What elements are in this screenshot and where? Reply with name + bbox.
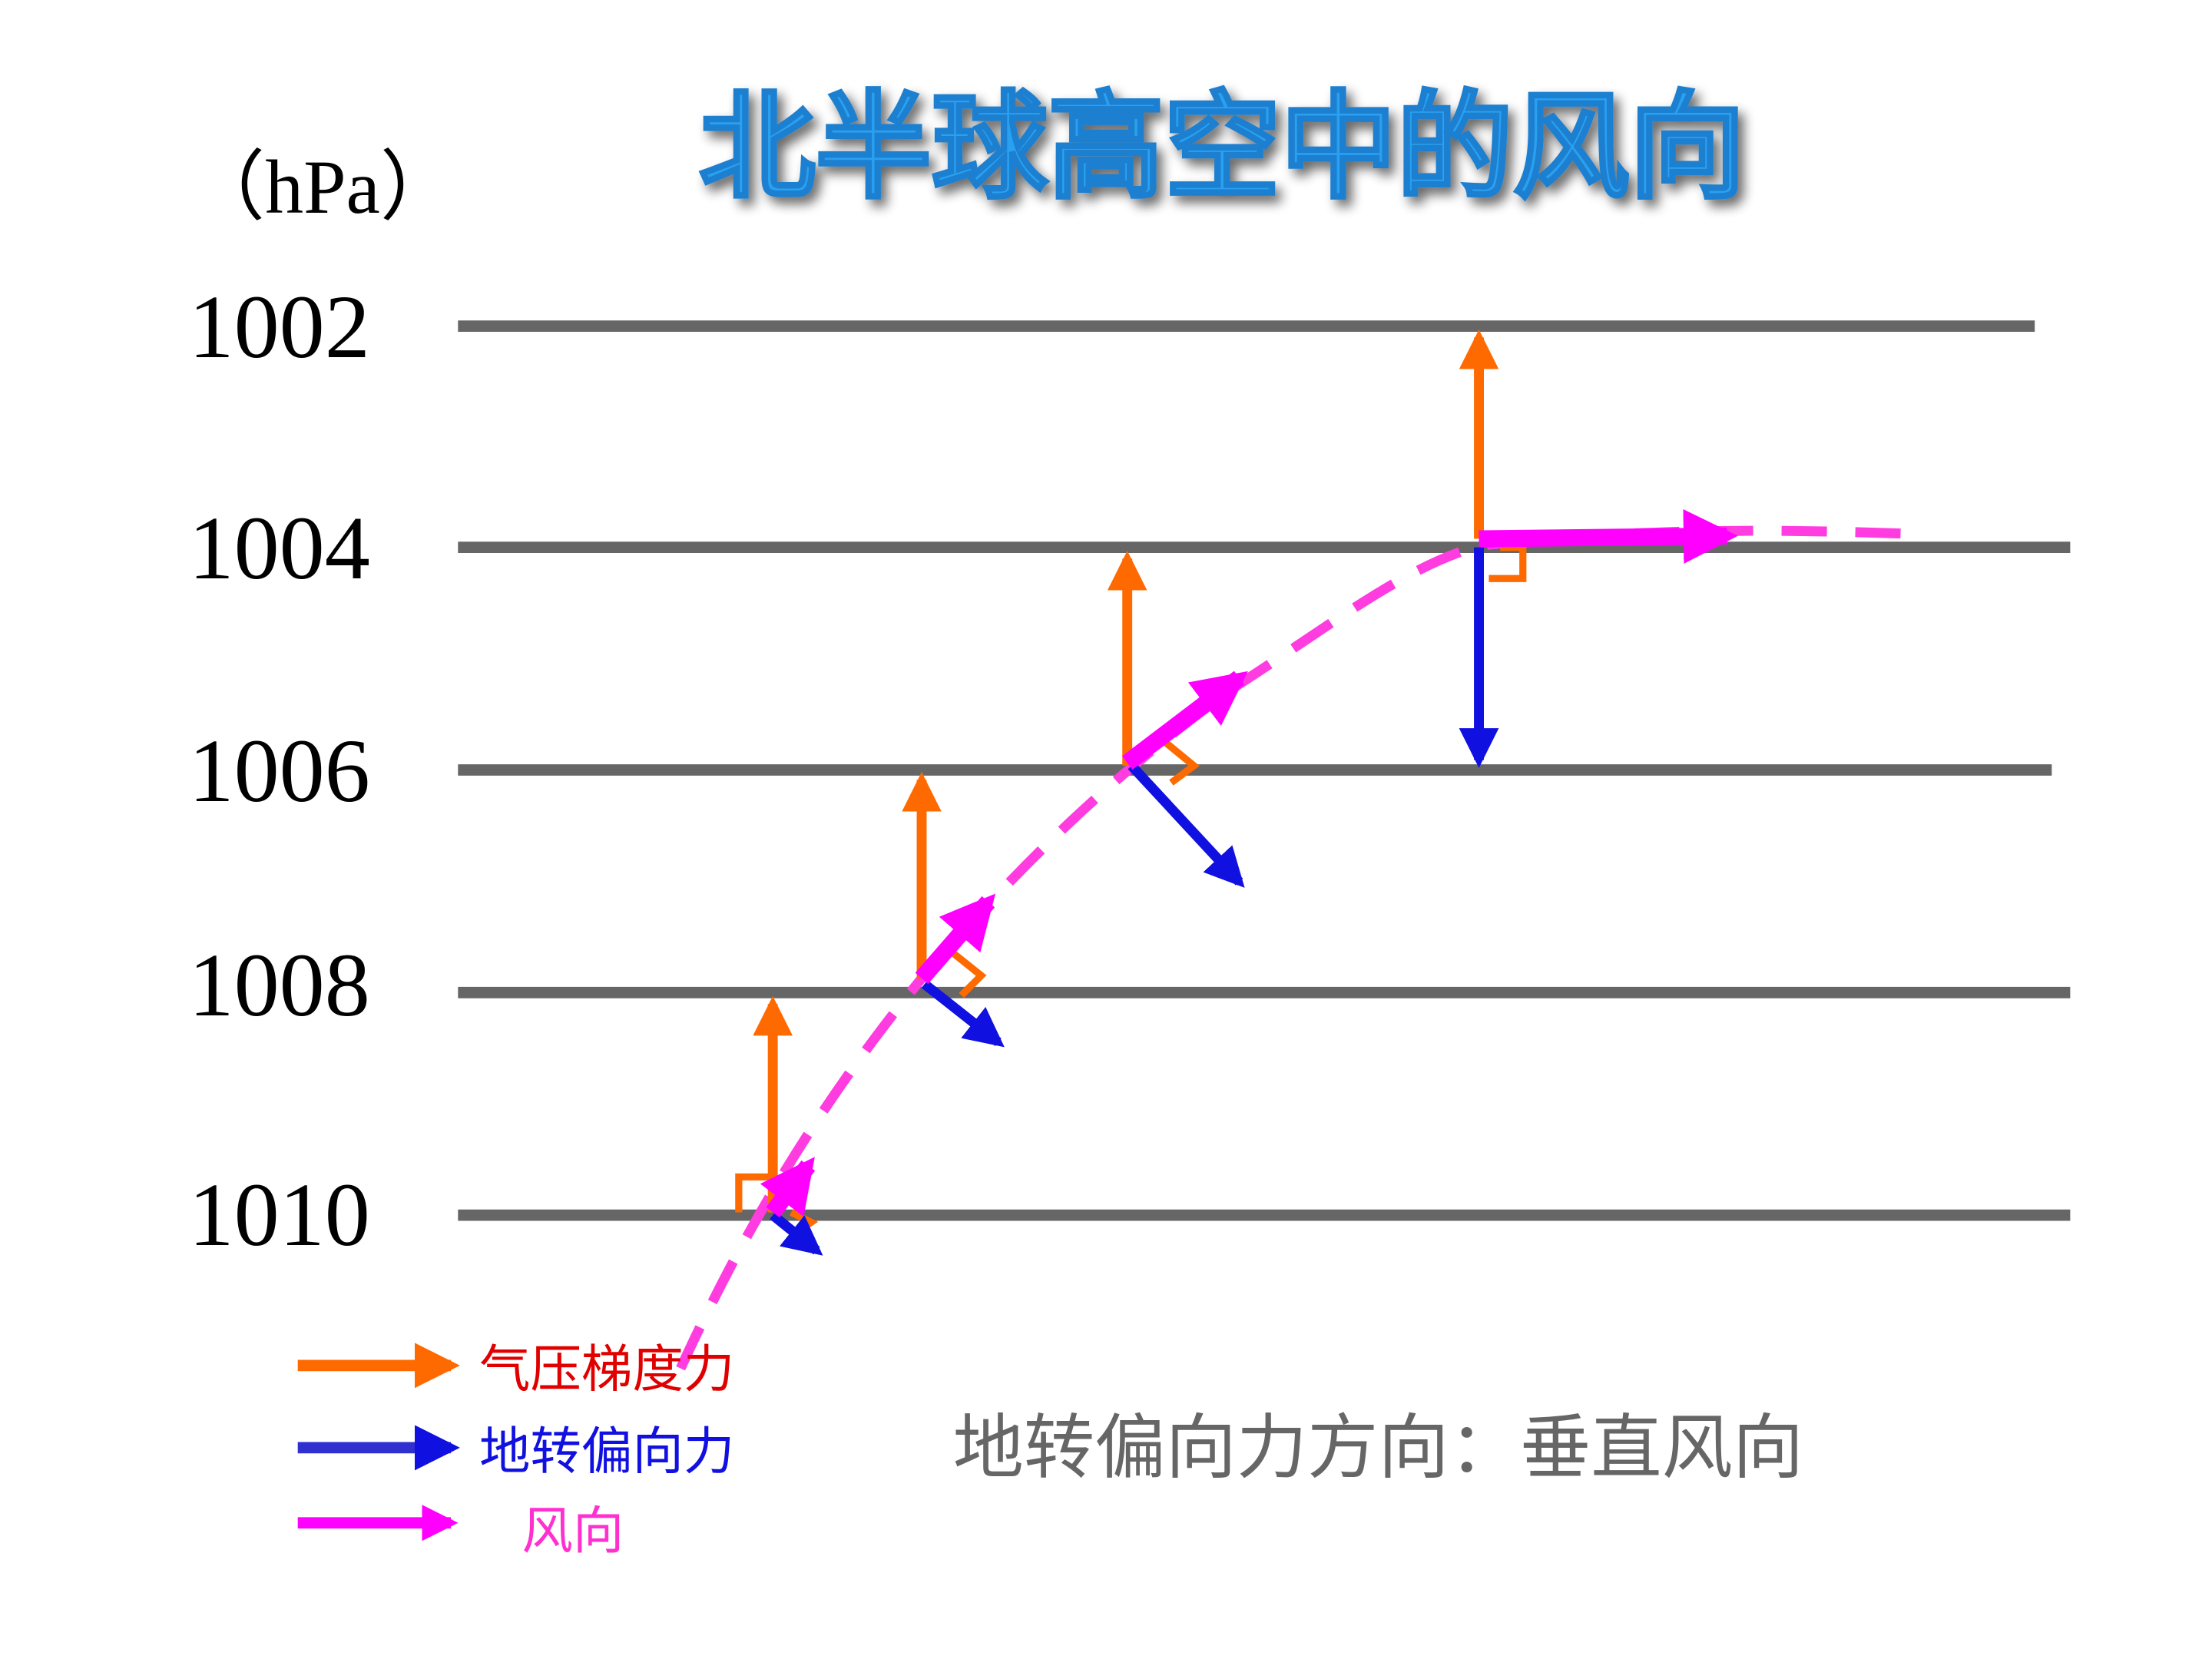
legend-label: 气压梯度力 (479, 1339, 734, 1399)
title: 北半球高空中的风向 (699, 79, 1745, 215)
isobar-label: 1006 (189, 720, 370, 821)
isobar-label: 1002 (189, 276, 370, 377)
legend: 气压梯度力 地转偏向力 风向 (297, 1339, 734, 1561)
note: 地转偏向力方向：垂直风向 (953, 1406, 1804, 1488)
wind-path (676, 525, 1929, 1371)
legend-label: 风向 (522, 1501, 624, 1561)
isobar-label: 1010 (189, 1164, 370, 1265)
isobar-label: 1008 (189, 935, 370, 1035)
isobar-lines (458, 320, 2071, 1221)
coriolis-arrows (770, 547, 1499, 1256)
legend-label: 地转偏向力 (479, 1422, 734, 1482)
wind-arrows (760, 509, 1738, 1218)
unit-label: （hPa） (189, 144, 457, 230)
isobar-label: 1004 (189, 498, 370, 598)
